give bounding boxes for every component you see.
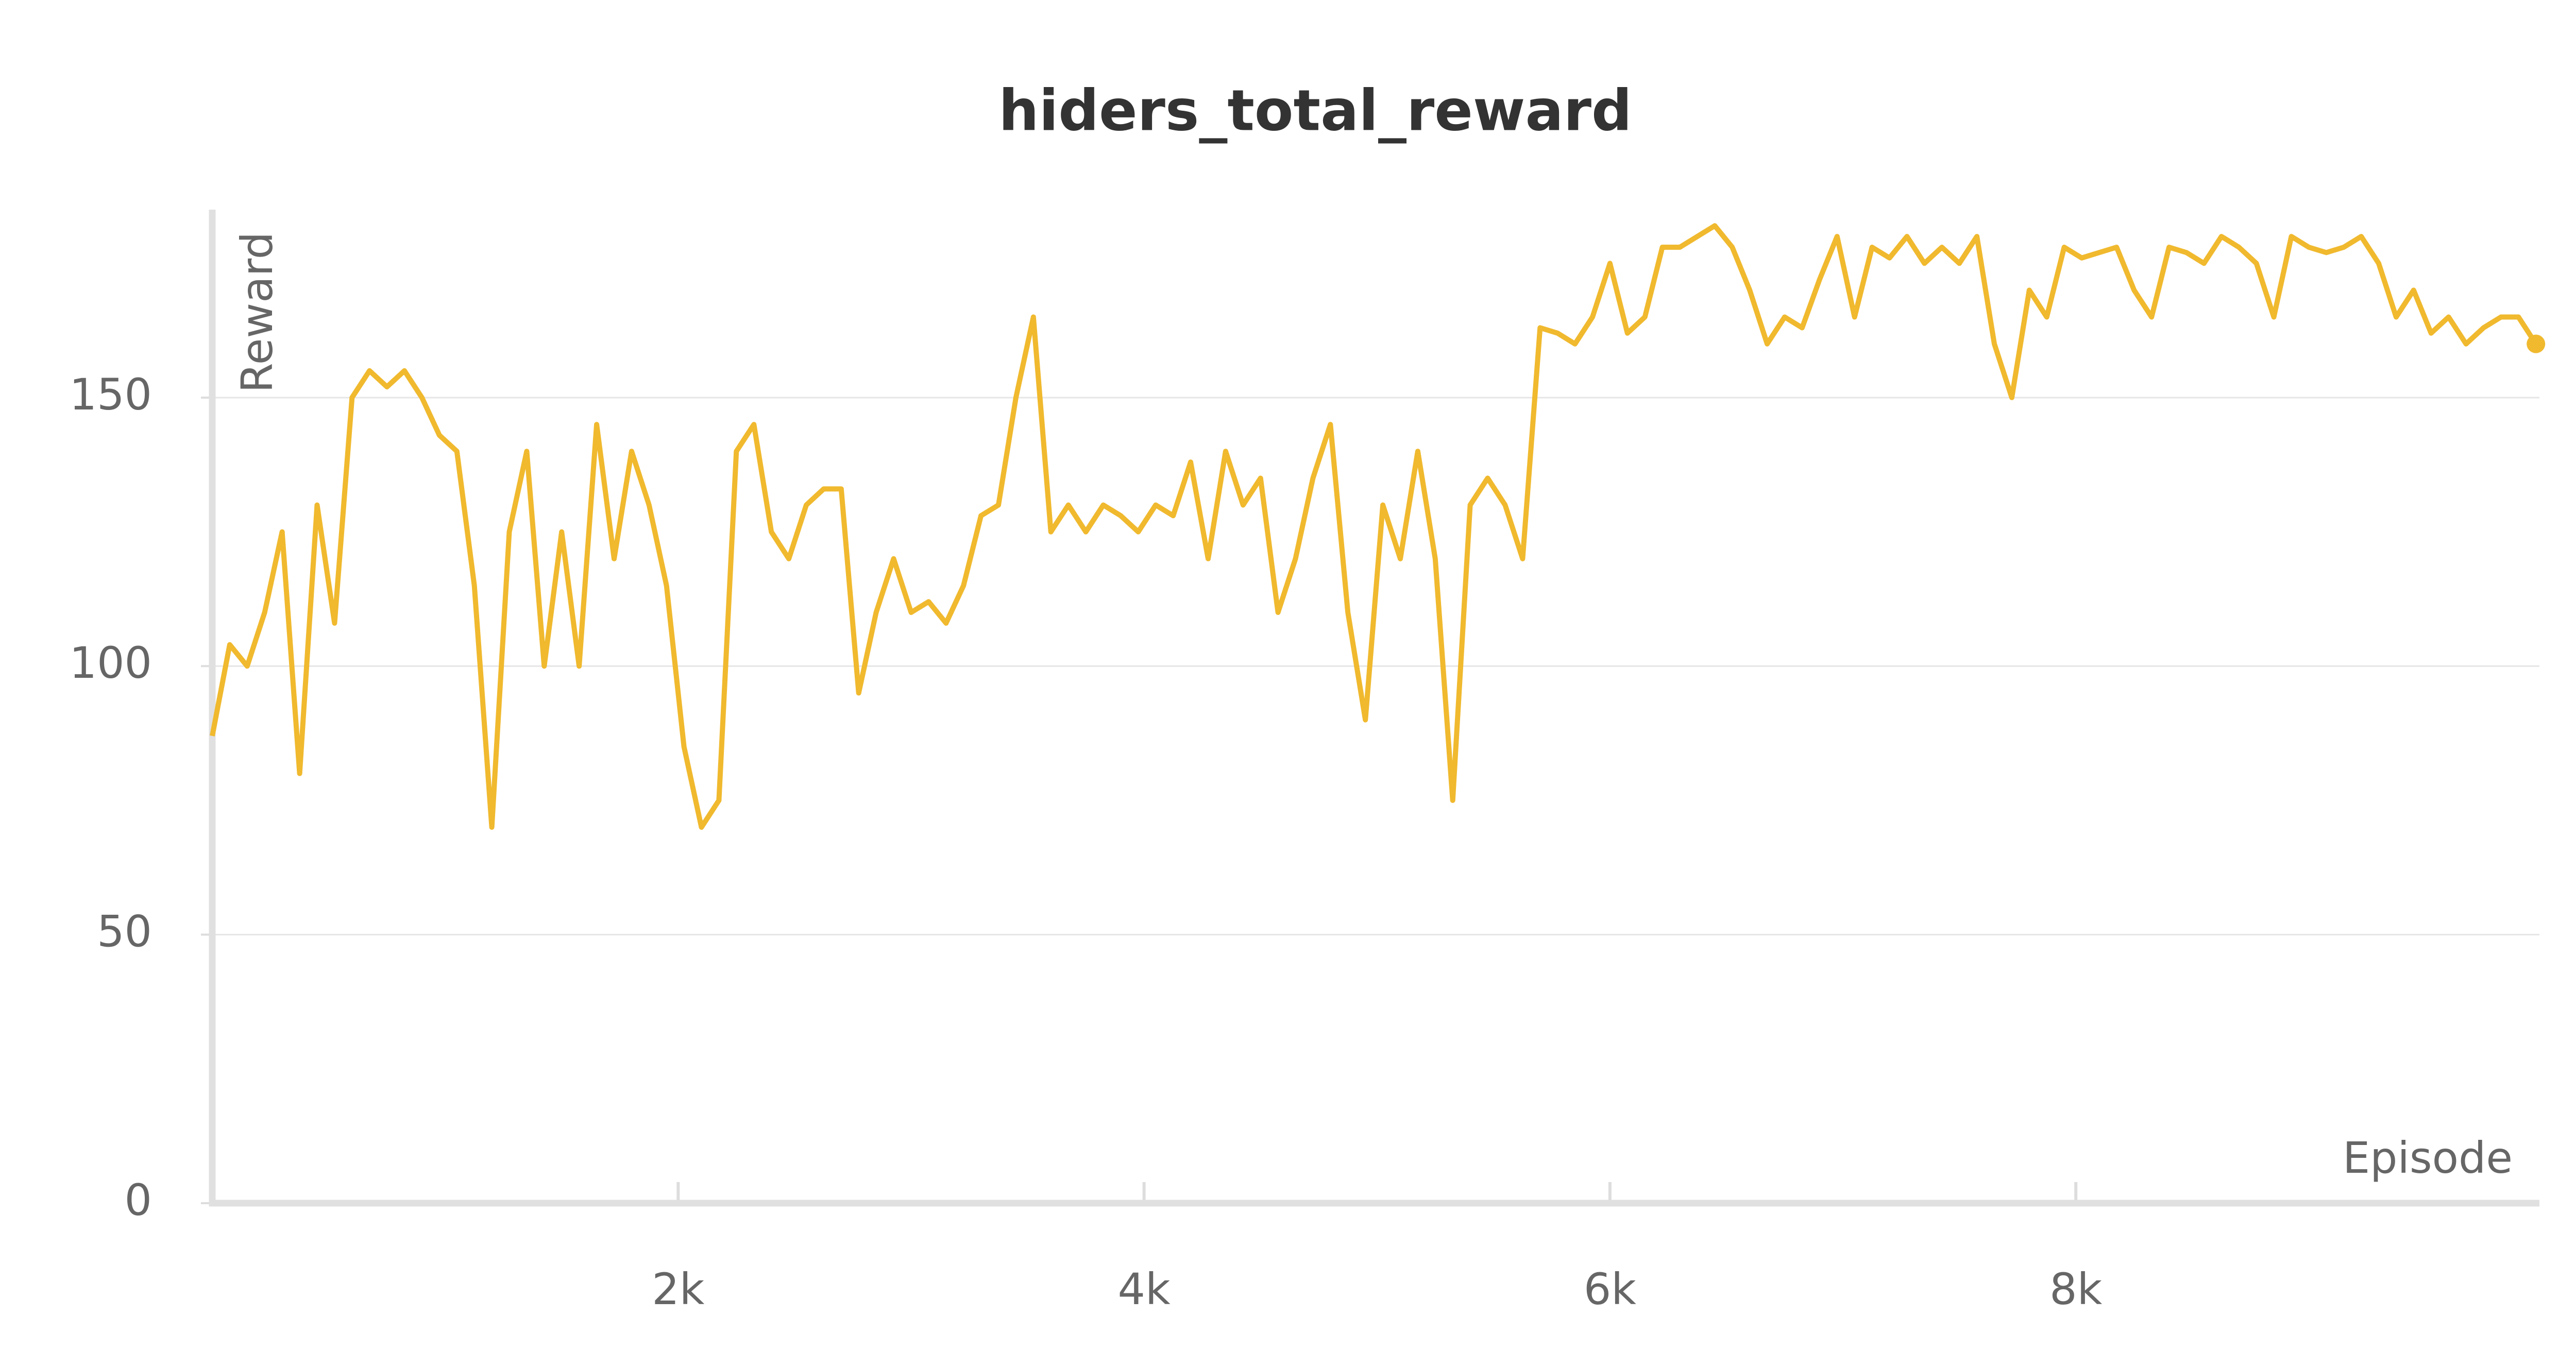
- x-tick-label: 6k: [1584, 1264, 1636, 1314]
- x-tick-label: 4k: [1118, 1264, 1171, 1314]
- end-point: [2527, 334, 2546, 353]
- y-axis-label: Reward: [232, 232, 282, 393]
- y-tick-label: 100: [70, 638, 152, 688]
- y-tick-label: 150: [70, 369, 152, 420]
- x-tick-label: 2k: [652, 1264, 704, 1314]
- chart-title: hiders_total_reward: [998, 77, 1632, 143]
- x-axis-label: Episode: [2343, 1133, 2513, 1183]
- y-tick-label: 50: [97, 907, 152, 957]
- x-tick-label: 8k: [2049, 1264, 2102, 1314]
- line: [210, 223, 2538, 830]
- y-tick-label: 0: [125, 1175, 152, 1225]
